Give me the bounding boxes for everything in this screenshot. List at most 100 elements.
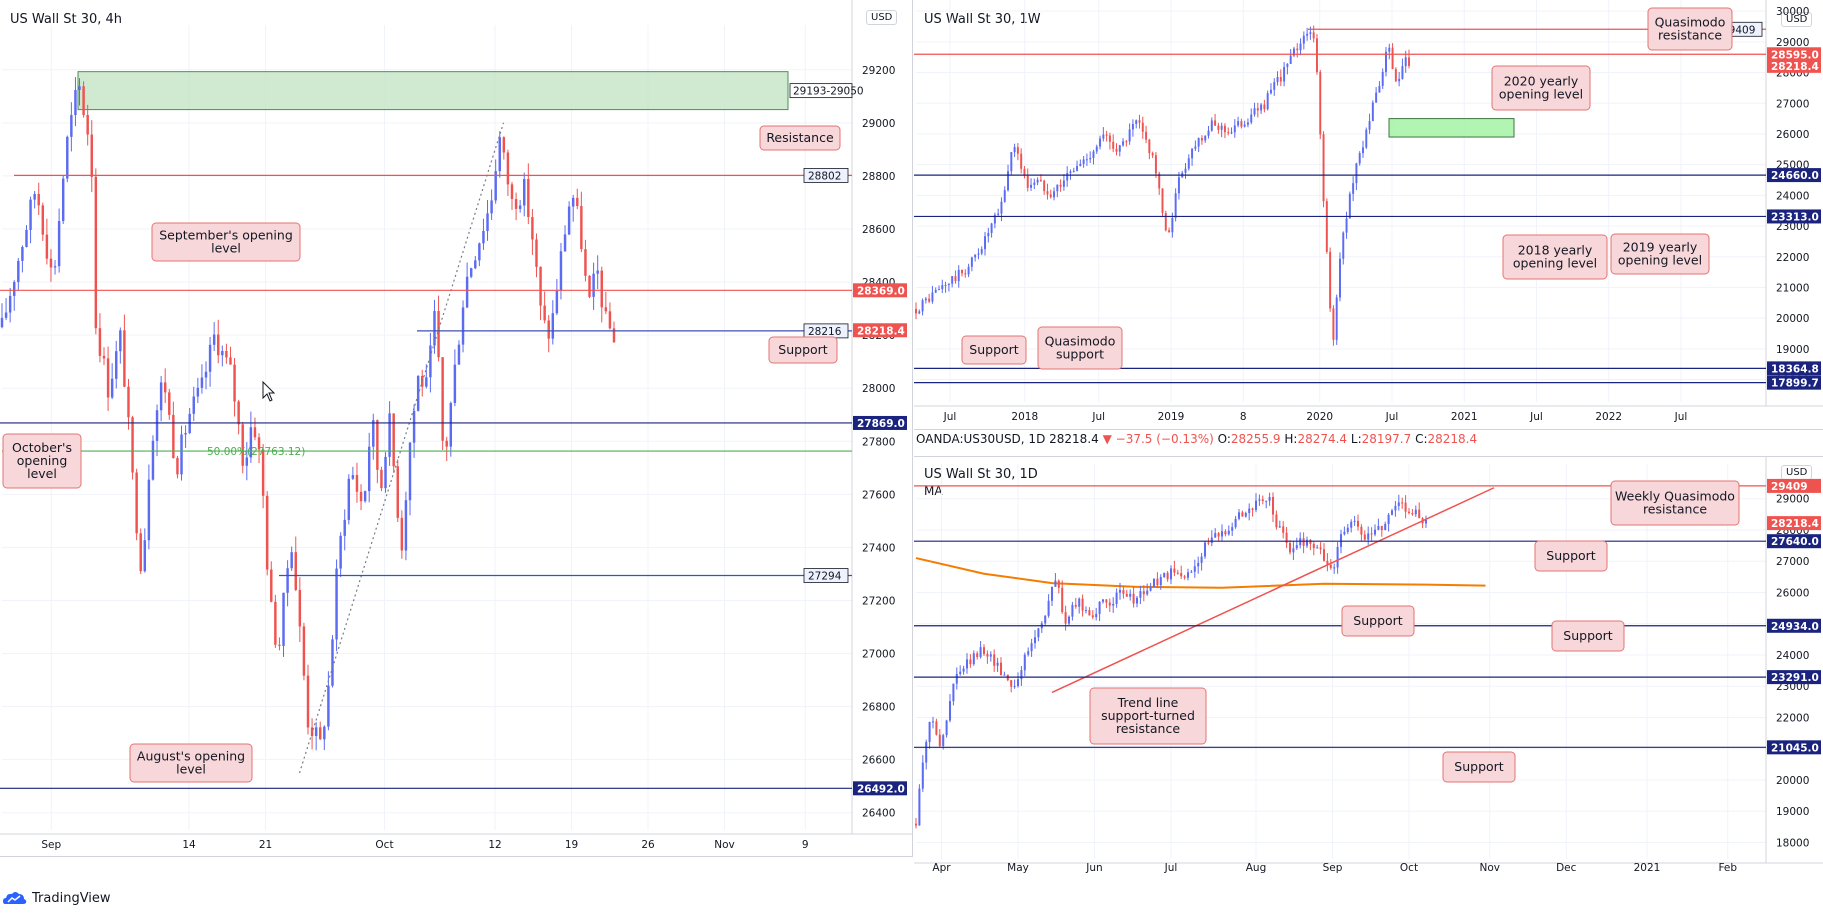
price-tag-label: 18364.8 [1771,363,1819,375]
chart-title-1d: US Wall St 30, 1D [924,467,1038,482]
candle-body [1033,182,1036,185]
x-tick-label: 14 [182,839,196,851]
fib-level-label: 50.00%(27763.12) [207,446,305,458]
candle-body [1118,145,1121,152]
candle-body [1368,121,1371,130]
candle-body [1072,170,1075,172]
candle-body [310,727,314,737]
candle-body [1163,572,1166,578]
candle-body [1411,513,1414,515]
x-tick-label: Jul [1091,411,1105,423]
candle-body [217,334,220,356]
last-price: 28218.4 [1049,432,1099,446]
candle-body [1210,537,1213,543]
candle-body [78,86,81,90]
candle-body [482,230,485,244]
candle-body [61,178,65,222]
candle-body [982,647,986,654]
candle-body [1102,134,1105,139]
candle-body [290,552,293,569]
currency-button-4h[interactable]: USD [866,10,898,25]
price-tag-label: 24660.0 [1771,170,1819,182]
candle-body [996,662,999,666]
open-label: O: [1217,432,1231,446]
candle-body [952,683,955,702]
candle-body [1363,534,1366,540]
candle-body [997,213,1000,215]
candle-body [506,152,510,185]
candle-body [155,410,159,441]
candle-body [1112,603,1115,606]
chart-canvas-1w[interactable]: 1800019000200002100022000230002400025000… [914,0,1823,429]
candle-body [1355,163,1358,184]
candle-body [1066,173,1069,181]
currency-button-1w[interactable]: USD [1781,12,1813,27]
candle-body [1388,47,1391,52]
candle-body [1381,71,1384,86]
candle-body [1248,508,1251,514]
candle-body [954,276,957,282]
candle-body [94,176,98,329]
candle-body [163,382,167,393]
annotation-text: Quasimodo resistance [1655,15,1726,43]
candle-body [74,89,77,116]
tradingview-logo[interactable]: TradingView [2,890,111,906]
candle-body [612,328,616,343]
candle-body [1387,514,1390,525]
y-tick-label: 19000 [1776,344,1809,356]
candle-body [1295,545,1298,549]
candle-body [925,741,928,763]
close-label: C: [1415,432,1428,446]
candle-body [70,115,73,137]
y-tick-label: 27000 [1776,556,1809,568]
symbol-header: OANDA:US30USD, 1D 28218.4 ▼ −37.5 (−0.13… [916,432,1477,446]
candle-body [1312,32,1315,39]
y-tick-label: 26400 [862,808,895,820]
candle-body [527,178,530,217]
candle-body [380,469,383,489]
candle-body [1171,217,1174,233]
annotation-text: 2020 yearly opening level [1499,74,1583,102]
price-tag-label: 21045.0 [1771,742,1819,754]
candle-body [1333,567,1336,569]
annotation-text: Support [1454,759,1504,774]
candle-body [967,266,970,275]
chart-panel-1d[interactable]: US Wall St 30, 1D MA USD 18000 19000 20000… [914,456,1823,881]
price-tag-label: 28369.0 [857,285,905,297]
candle-body [1404,57,1407,67]
candle-body [531,216,534,240]
candle-body [993,214,996,224]
candle-body [314,727,318,737]
chart-panel-1w[interactable]: US Wall St 30, 1W USD 180001900020000210… [914,0,1823,430]
candle-body [1173,568,1176,573]
candle-body [1319,72,1322,135]
candle-body [1016,147,1019,154]
candle-body [1346,527,1349,532]
candle-body [437,311,440,358]
candle-body [1082,159,1085,164]
candle-body [604,307,608,312]
candle-body [1194,146,1197,149]
candle-body [1139,591,1142,598]
chart-canvas-1d[interactable]: 1800019000200002100022000230002400025000… [914,457,1823,881]
candle-body [159,382,163,411]
candle-body [1074,604,1077,607]
candle-body [102,355,106,359]
candle-body [576,197,579,207]
candle-body [123,330,126,387]
candle-body [1299,43,1302,51]
candle-body [327,685,330,727]
chart-panel-4h[interactable]: US Wall St 30, 4h USD 26400 26600 26800 270… [0,0,913,857]
candle-body [339,535,342,569]
x-tick-label: Jul [943,411,957,423]
candle-body [1180,573,1183,577]
candle-body [580,206,583,250]
chart-canvas-4h[interactable]: 26400 26600 26800 27000 27200 27400 27600 27800… [0,0,912,856]
candle-body [1220,125,1223,130]
price-tag-label: 28595.0 [1771,49,1819,61]
candle-body [457,344,461,365]
candle-body [1027,651,1030,655]
candle-body [1197,138,1200,147]
candle-body [1224,531,1227,535]
y-tick-label: 23000 [1776,221,1809,233]
